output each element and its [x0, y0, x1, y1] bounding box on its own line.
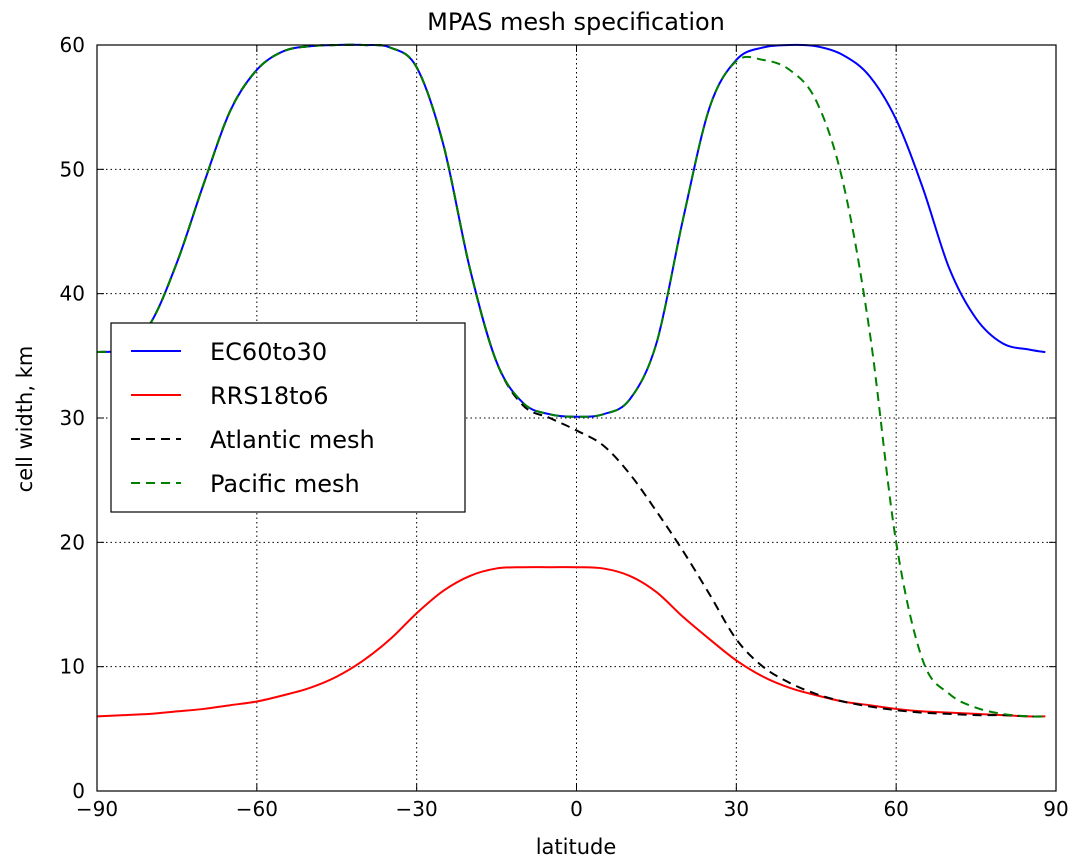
x-tick-label: 60: [883, 797, 908, 821]
x-tick-label: 0: [570, 797, 583, 821]
legend-label-ec60to30: EC60to30: [210, 338, 327, 366]
y-tick-label: 20: [60, 530, 85, 554]
x-tick-label: 90: [1043, 797, 1068, 821]
series-line-pacific-mesh: [96, 43, 1046, 718]
legend-label-pacific-mesh: Pacific mesh: [210, 470, 360, 498]
y-tick-label: 50: [60, 157, 85, 181]
legend-label-rrs18to6: RRS18to6: [210, 382, 329, 410]
x-axis-title: latitude: [536, 835, 617, 859]
y-axis-title: cell width, km: [13, 346, 37, 493]
x-tick-label: 30: [724, 797, 749, 821]
x-tick-label: −30: [396, 797, 438, 821]
chart-title: MPAS mesh specification: [427, 8, 725, 36]
series-line-ec60to30: [96, 43, 1046, 418]
y-tick-label: 0: [72, 779, 85, 803]
y-tick-label: 30: [60, 406, 85, 430]
legend-label-atlantic-mesh: Atlantic mesh: [210, 426, 375, 454]
x-tick-label: −60: [236, 797, 278, 821]
legend: EC60to30 RRS18to6 Atlantic mesh Pacific mes…: [110, 322, 466, 513]
legend-box: [110, 322, 466, 513]
y-tick-label: 10: [60, 655, 85, 679]
y-tick-label: 60: [60, 33, 85, 57]
x-tick-label: −90: [76, 797, 118, 821]
axis-ticks: −90 −60 −30 0 30 60 90 0 10 20 30 40 50 60: [60, 33, 1069, 821]
y-tick-label: 40: [60, 282, 85, 306]
grid: [97, 45, 1056, 791]
series-lines: [96, 43, 1046, 718]
series-line-rrs18to6: [96, 566, 1046, 718]
